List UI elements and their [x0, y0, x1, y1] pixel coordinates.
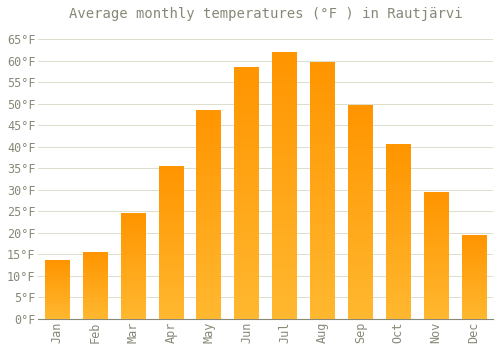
Title: Average monthly temperatures (°F ) in Rautjärvi: Average monthly temperatures (°F ) in Ra… [69, 7, 462, 21]
